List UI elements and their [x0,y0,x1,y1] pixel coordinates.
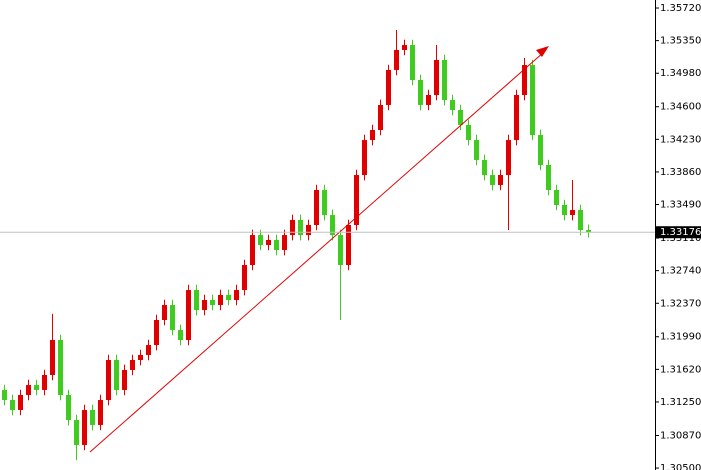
candle-body [402,45,407,50]
candle-body [2,389,7,401]
candle-body [578,210,583,231]
candle-body [162,305,167,321]
candle-body [50,340,55,375]
candle-body [466,124,471,141]
candle-body [474,140,479,160]
y-tick-label: 1.33110 [660,233,701,244]
candle-body [226,294,231,300]
candle-body [338,235,343,266]
y-tick-label: 1.33490 [660,200,701,211]
candle-body [26,385,31,396]
candle-body [154,320,159,346]
y-tick-label: 1.31620 [660,364,701,375]
candle-body [210,299,215,306]
candle-body [34,385,39,390]
candle-body [410,45,415,81]
candle-body [266,239,271,246]
candle-body [538,135,543,165]
candle-body [114,360,119,390]
candle-body [218,294,223,306]
y-tick-label: 1.32370 [660,298,701,309]
candle-body [394,49,399,70]
candle-body [282,235,287,251]
candle-body [498,175,503,185]
candle-body [290,219,295,236]
candle-body [554,190,559,205]
candle-body [178,329,183,341]
plot [2,29,591,461]
candle-body [170,305,175,330]
candle-body [66,395,71,421]
y-tick-label: 1.34230 [660,134,701,145]
candle-body [274,239,279,251]
candle-body [306,224,311,236]
candle-body [330,215,335,236]
candle-body [426,95,431,105]
candle-body [570,210,575,216]
candle-body [362,140,367,176]
candle-body [442,60,447,101]
candle-body [298,219,303,236]
candle-body [546,164,551,191]
candle-body [106,360,111,401]
candle-body [450,100,455,110]
candle-body [530,65,535,136]
candle-body [122,369,127,390]
candle-body [82,409,87,445]
candle-body [18,395,23,410]
candle-body [258,235,263,246]
candle-body [322,190,327,216]
candle-body [514,95,519,141]
candle-body [434,60,439,96]
candle-body [506,140,511,176]
candle-body [386,69,391,105]
y-tick-label: 1.35720 [660,3,701,14]
candle-body [202,299,207,311]
candle-body [234,290,239,300]
y-tick-label: 1.32740 [660,266,701,277]
candle-body [354,175,359,225]
candle-body [458,109,463,125]
y-tick-label: 1.34600 [660,102,701,113]
candle-body [586,230,591,233]
candle-body [138,354,143,361]
y-tick-label: 1.33860 [660,167,701,178]
candle-body [346,224,351,266]
candle-body [522,65,527,96]
y-tick-label: 1.31250 [660,397,701,408]
candle-body [10,400,15,410]
candle-body [42,374,47,390]
candle-body [194,290,199,311]
candle-body [98,400,103,425]
candle-body [482,159,487,176]
candle-body [418,80,423,105]
candle-body [562,204,567,216]
y-tick-label: 1.30870 [660,430,701,441]
candle-body [378,104,383,130]
candle-body [314,190,319,225]
candle-body [58,340,63,396]
last-price-box [656,226,701,239]
y-tick-label: 1.34980 [660,68,701,79]
candle-body [250,235,255,266]
y-tick-label: 1.31990 [660,332,701,343]
trend-arrowhead [536,46,549,57]
candle-body [146,345,151,355]
candle-body [130,360,135,370]
last-price-label: 1.33176 [660,227,701,238]
candle-body [74,420,79,445]
candle-body [90,409,95,425]
trend-line [89,51,545,453]
candle-body [370,129,375,141]
y-tick-label: 1.30500 [660,463,701,470]
candle-body [490,175,495,185]
candle-body [186,290,191,341]
y-tick-label: 1.35350 [660,36,701,47]
candle-body [242,265,247,291]
